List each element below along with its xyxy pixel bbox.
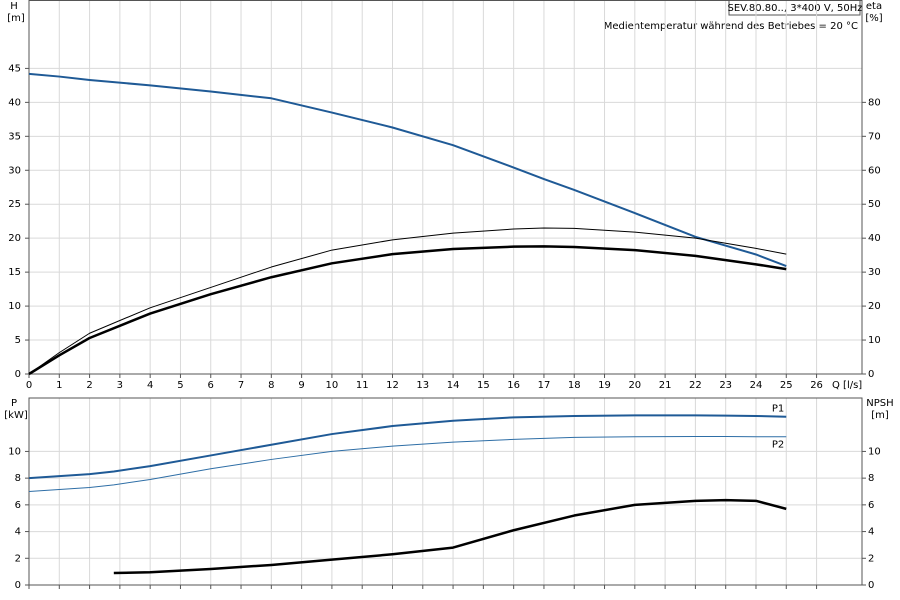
x-tick-label: 0 (26, 380, 32, 391)
y2-tick-label: 4 (868, 527, 874, 538)
x-tick-label: 12 (386, 380, 399, 391)
y2-tick-label: 20 (868, 301, 881, 312)
y2-tick-label: 8 (868, 473, 874, 484)
y-axis-unit: [m] (7, 13, 25, 24)
series-label: P2 (772, 440, 784, 451)
y-tick-label: 30 (8, 165, 21, 176)
y-tick-label: 2 (15, 553, 21, 564)
y-tick-label: 4 (15, 527, 21, 538)
x-tick-label: 4 (147, 380, 153, 391)
y2-tick-label: 60 (868, 165, 881, 176)
x-tick-label: 7 (238, 380, 244, 391)
y-tick-label: 40 (8, 97, 21, 108)
y-tick-label: 10 (8, 301, 21, 312)
curve (28, 414, 787, 480)
y-axis-name: H (10, 1, 18, 12)
y2-tick-label: 0 (868, 369, 874, 380)
chart-title: SEV.80.80.., 3*400 V, 50Hz (727, 3, 862, 14)
y2-tick-label: 2 (868, 553, 874, 564)
x-tick-label: 15 (477, 380, 490, 391)
y2-tick-label: 80 (868, 97, 881, 108)
y-tick-label: 45 (8, 63, 21, 74)
y-tick-label: 6 (15, 500, 21, 511)
x-tick-label: 16 (507, 380, 520, 391)
y2-tick-label: 6 (868, 500, 874, 511)
y-tick-label: 5 (15, 335, 21, 346)
x-axis-label: Q [l/s] (832, 380, 862, 391)
y-axis-unit: [kW] (4, 410, 28, 421)
y2-axis-unit: [m] (871, 410, 889, 421)
curve (113, 498, 787, 575)
y-tick-label: 8 (15, 473, 21, 484)
x-tick-label: 3 (117, 380, 123, 391)
x-tick-label: 22 (689, 380, 702, 391)
x-tick-label: 14 (447, 380, 460, 391)
x-tick-label: 13 (416, 380, 429, 391)
y-tick-label: 10 (8, 446, 21, 457)
y-tick-label: 15 (8, 267, 21, 278)
x-tick-label: 24 (750, 380, 763, 391)
x-tick-label: 5 (177, 380, 183, 391)
y2-tick-label: 50 (868, 199, 881, 210)
x-tick-label: 18 (568, 380, 581, 391)
curve (28, 435, 787, 492)
x-tick-label: 21 (659, 380, 672, 391)
y2-tick-label: 70 (868, 131, 881, 142)
y2-axis-name: NPSH (866, 398, 893, 409)
y2-axis-name: eta (866, 1, 882, 12)
x-tick-label: 2 (86, 380, 92, 391)
series-label: P1 (772, 404, 784, 415)
x-tick-label: 17 (538, 380, 551, 391)
x-tick-label: 23 (719, 380, 732, 391)
x-tick-label: 8 (268, 380, 274, 391)
x-tick-label: 20 (628, 380, 641, 391)
curve (28, 245, 787, 376)
y2-tick-label: 0 (868, 580, 874, 591)
y-tick-label: 0 (15, 369, 21, 380)
x-tick-label: 26 (810, 380, 823, 391)
y-tick-label: 35 (8, 131, 21, 142)
x-tick-label: 1 (56, 380, 62, 391)
plot-frame (28, 0, 863, 375)
x-tick-label: 9 (298, 380, 304, 391)
x-tick-label: 25 (780, 380, 793, 391)
curve (28, 227, 787, 375)
x-tick-label: 10 (326, 380, 339, 391)
x-tick-label: 19 (598, 380, 611, 391)
y-tick-label: 20 (8, 233, 21, 244)
title-box (728, 0, 861, 16)
y2-tick-label: 10 (868, 335, 881, 346)
x-tick-label: 11 (356, 380, 369, 391)
chart-subtitle: Medientemperatur während des Betriebes =… (604, 21, 858, 32)
y-tick-label: 25 (8, 199, 21, 210)
y2-axis-unit: [%] (865, 13, 882, 24)
y-tick-label: 0 (15, 580, 21, 591)
y2-tick-label: 10 (868, 446, 881, 457)
y2-tick-label: 40 (868, 233, 881, 244)
y-axis-name: P (11, 398, 17, 409)
y2-tick-label: 30 (868, 267, 881, 278)
x-tick-label: 6 (208, 380, 214, 391)
curve (28, 72, 787, 267)
